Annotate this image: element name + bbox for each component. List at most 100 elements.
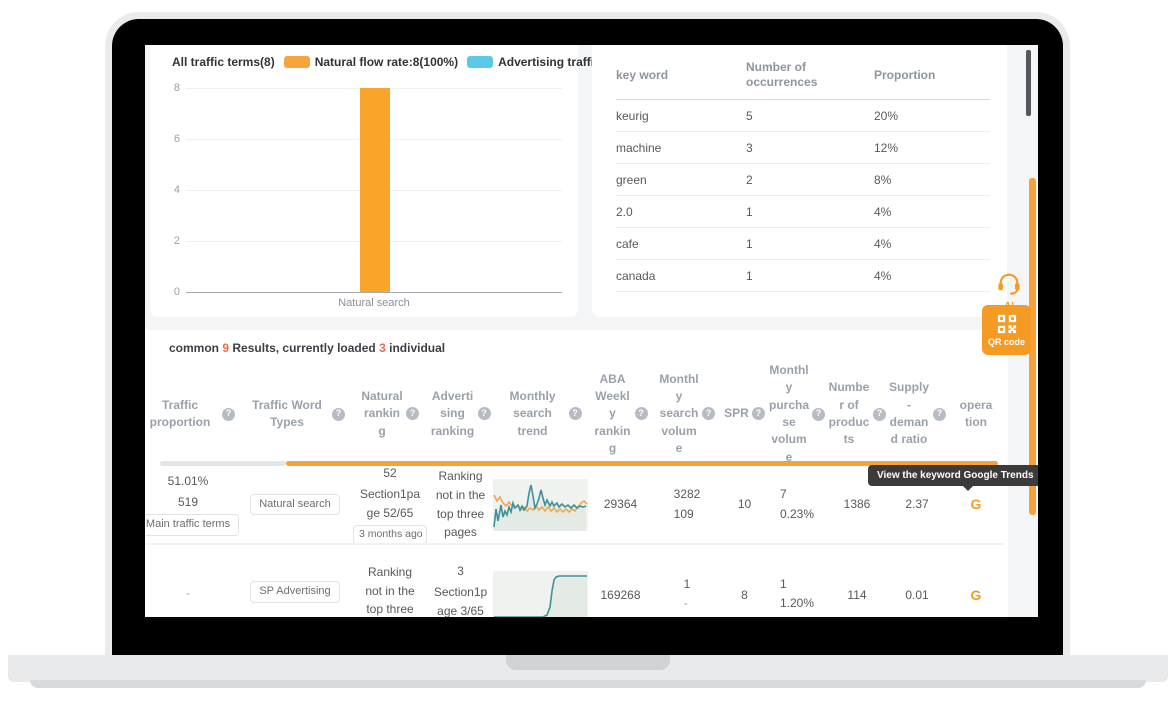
aba-rank-cell: 29364: [589, 496, 652, 513]
col-monthly-search-trend: Monthly search trend ?: [492, 388, 589, 440]
loaded-count: 3: [379, 341, 386, 355]
products-count: 1386: [843, 496, 871, 511]
qr-code-button[interactable]: QR code: [982, 305, 1031, 355]
summary-text: individual: [389, 341, 446, 355]
search-volume-sub: -: [683, 596, 688, 611]
horizontal-scrollbar-thumb[interactable]: [286, 461, 998, 466]
natural-rank-text: Ranking not in the top three: [365, 565, 415, 617]
purchase-volume: 1: [779, 577, 787, 591]
col-natural-ranking: Natural ranking ?: [351, 388, 429, 440]
aba-rank: 169268: [600, 588, 641, 602]
keyword-row: 2.0 1 4%: [616, 196, 990, 228]
qr-code-icon: [997, 314, 1016, 333]
ad-rank-text: Ranking not in the top three pages: [435, 469, 486, 540]
table-row: 51.01% 519 Main traffic terms Natural se…: [145, 466, 1005, 545]
sparkline-chart: [493, 478, 588, 531]
help-icon[interactable]: ?: [406, 407, 419, 421]
help-icon[interactable]: ?: [332, 407, 345, 421]
col-keyword: key word: [616, 67, 669, 82]
help-icon[interactable]: ?: [873, 407, 886, 421]
help-icon[interactable]: ?: [702, 407, 715, 421]
table-row: - SP Advertising Ranking not in the top …: [145, 543, 1005, 617]
vertical-scrollbar-thumb[interactable]: [1026, 50, 1031, 116]
google-trends-icon[interactable]: G: [970, 496, 982, 513]
qr-code-label: QR code: [987, 336, 1025, 347]
results-summary: common 9 Results, currently loaded 3 ind…: [169, 341, 445, 355]
horizontal-scrollbar-track[interactable]: [160, 461, 286, 466]
keyword-table-panel: key word Number of occurrences Proportio…: [592, 45, 1007, 317]
help-icon[interactable]: ?: [812, 407, 825, 421]
col-proportion: Proportion: [874, 67, 936, 82]
keyword: machine: [616, 140, 662, 155]
ad-rank-value: 3: [457, 564, 464, 578]
proportion: 20%: [874, 108, 899, 123]
y-axis-tick: 6: [173, 133, 180, 145]
tooltip-text: View the keyword Google Trends: [877, 470, 1034, 481]
panel-title: All traffic terms(8): [172, 55, 275, 69]
keyword: 2.0: [616, 204, 633, 219]
vertical-scrollbar-orange[interactable]: [1029, 178, 1036, 515]
x-axis-line: [186, 292, 562, 293]
results-count: 9: [222, 341, 230, 355]
help-icon[interactable]: ?: [751, 407, 765, 421]
traffic-percent: 51.01%: [167, 474, 209, 489]
main-traffic-tag: Main traffic terms: [145, 513, 240, 536]
keyword-table: key word Number of occurrences Proportio…: [616, 51, 990, 298]
traffic-proportion-cell: -: [145, 559, 239, 602]
keyword-row: keurig 5 20%: [616, 100, 990, 132]
operation-cell: G: [947, 494, 1005, 514]
sparkline-chart: [493, 571, 588, 617]
natural-rank-page: Section1page 52/65: [359, 487, 421, 520]
traffic-chart-panel: All traffic terms(8) Natural flow rate:8…: [150, 45, 637, 317]
help-icon[interactable]: ?: [222, 407, 235, 421]
spr-value: 8: [741, 588, 748, 602]
spr-value: 10: [737, 496, 752, 511]
help-icon[interactable]: ?: [568, 407, 582, 421]
col-spr: SPR ?: [722, 405, 767, 422]
word-type-cell: Natural search: [239, 493, 351, 516]
purchase-volume-cell: 1 1.20%: [767, 559, 827, 613]
summary-text: Results, currently loaded: [232, 341, 376, 355]
occurrences: 2: [746, 172, 753, 187]
keyword-row: machine 3 12%: [616, 132, 990, 164]
keyword-row: green 2 8%: [616, 164, 990, 196]
search-volume-cell: 1 -: [652, 559, 722, 613]
help-icon[interactable]: ?: [634, 407, 648, 421]
spr-cell: 10: [722, 496, 767, 513]
y-axis-tick: 0: [173, 286, 180, 298]
proportion: 12%: [874, 140, 899, 155]
purchase-volume-cell: 7 0.23%: [767, 485, 827, 523]
keyword: canada: [616, 268, 656, 283]
col-monthly-search-volume: Monthly search volume ?: [652, 371, 722, 458]
help-icon[interactable]: ?: [477, 407, 491, 421]
word-type-tag: Natural search: [250, 493, 340, 516]
legend-swatch-natural: [283, 56, 310, 68]
help-icon[interactable]: ?: [933, 407, 946, 421]
supply-demand-cell: 0.01: [887, 559, 947, 604]
google-trends-icon[interactable]: G: [970, 587, 982, 603]
search-volume-sub: 109: [673, 506, 694, 521]
laptop-base-edge: [30, 680, 1146, 688]
word-type-cell: SP Advertising: [239, 559, 351, 603]
col-traffic-word-types: Traffic Word Types ?: [239, 397, 351, 432]
search-trend-cell[interactable]: [492, 559, 589, 617]
occurrences: 1: [746, 268, 753, 283]
aba-rank-cell: 169268: [589, 559, 652, 604]
operation-cell: G: [947, 559, 1005, 605]
supply-demand-cell: 2.37: [887, 496, 947, 513]
headset-icon: [998, 273, 1020, 295]
col-monthly-purchase-volume: Monthly purchase volume ?: [767, 362, 827, 466]
keyword: green: [616, 172, 647, 187]
proportion: 8%: [874, 172, 892, 187]
supply-demand-value: 2.37: [905, 496, 929, 511]
search-volume-cell: 3282 109: [652, 485, 722, 523]
legend-label-natural: Natural flow rate:8(100%): [314, 55, 459, 69]
occurrences: 3: [746, 140, 753, 155]
search-trend-cell[interactable]: [492, 478, 589, 531]
legend-item-natural[interactable]: Natural flow rate:8(100%): [283, 55, 459, 69]
aba-rank: 29364: [603, 496, 638, 511]
col-aba-weekly-ranking: ABA Weekly ranking ?: [589, 371, 652, 458]
rank-age-tag: 3 months ago: [353, 525, 427, 545]
products-cell: 114: [827, 559, 887, 604]
